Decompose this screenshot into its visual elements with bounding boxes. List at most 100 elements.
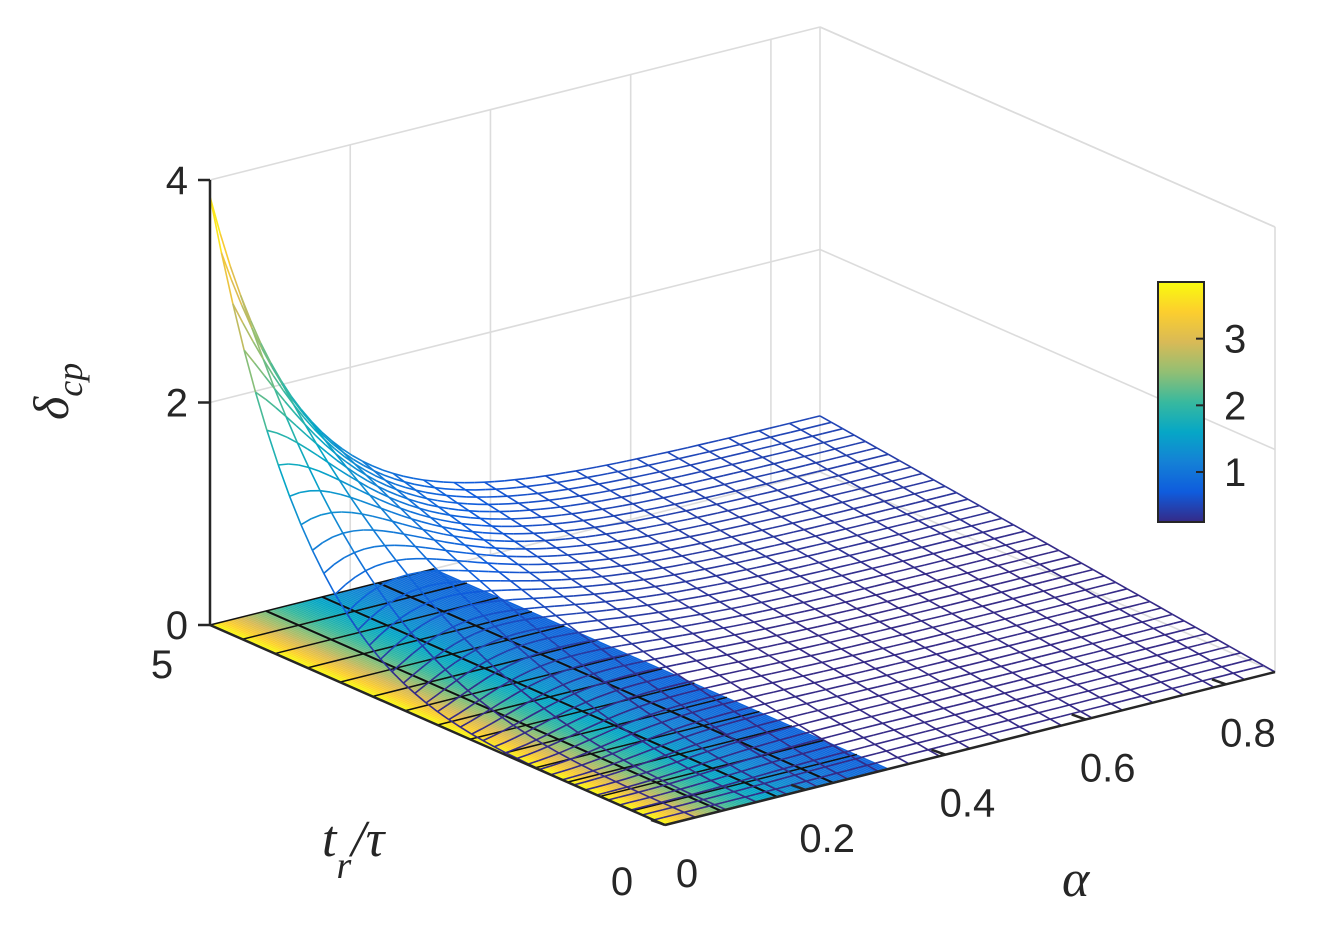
surface-mesh-segment (967, 652, 979, 657)
surface-mesh-segment (871, 567, 884, 576)
surface-mesh-segment (1131, 695, 1142, 700)
surface-mesh-segment (994, 692, 1005, 697)
surface-mesh-segment (876, 600, 888, 605)
surface-mesh-segment (792, 675, 804, 680)
surface-mesh-segment (1020, 577, 1033, 586)
surface-mesh-segment (670, 548, 683, 557)
surface-mesh-segment (963, 545, 976, 554)
surface-mesh-segment (612, 504, 623, 509)
surface-mesh-segment (789, 575, 801, 580)
surface-mesh-segment (986, 555, 997, 560)
surface-mesh-segment (1206, 632, 1219, 641)
surface-mesh-segment (582, 770, 594, 775)
surface-mesh-segment (718, 437, 729, 442)
surface-mesh-segment (1202, 680, 1215, 688)
surface-mesh-segment (559, 496, 570, 500)
surface-mesh-segment (1034, 599, 1045, 604)
surface-mesh-segment (898, 604, 909, 609)
surface-mesh-segment (557, 554, 568, 557)
surface-mesh-segment (963, 699, 975, 705)
surface-mesh-segment (903, 640, 914, 645)
surface-mesh-segment (644, 585, 656, 589)
surface-mesh-segment (689, 533, 701, 538)
surface-mesh-segment (701, 470, 714, 479)
surface-mesh-segment (837, 548, 850, 557)
surface-mesh-segment (832, 427, 843, 432)
surface-mesh-segment (734, 479, 745, 483)
surface-mesh-segment (837, 545, 849, 550)
surface-mesh-segment (580, 750, 591, 757)
surface-mesh-segment (552, 684, 564, 691)
surface-mesh-segment (737, 649, 748, 654)
surface-mesh-segment (464, 544, 476, 548)
surface-mesh-segment (413, 477, 424, 481)
surface-mesh-segment (739, 443, 752, 452)
surface-mesh-segment (633, 509, 645, 514)
surface-mesh-segment (823, 441, 836, 450)
surface-mesh-segment (761, 527, 773, 531)
surface-mesh-segment (852, 652, 863, 657)
surface-mesh-segment (623, 511, 635, 515)
surface-mesh-segment (421, 521, 433, 526)
surface-mesh-segment (514, 732, 526, 739)
surface-mesh-segment (515, 743, 527, 750)
surface-mesh-segment (807, 479, 819, 484)
surface-mesh-segment (1083, 651, 1094, 656)
surface-mesh-segment (761, 529, 774, 538)
surface-mesh-segment (555, 710, 566, 718)
surface-mesh-segment (690, 613, 701, 617)
surface-mesh-segment (890, 699, 901, 704)
surface-mesh-segment (491, 716, 503, 724)
surface-mesh-segment (825, 614, 839, 623)
surface-mesh-segment (662, 806, 673, 811)
surface-mesh-segment (705, 575, 717, 579)
surface-mesh-segment (620, 635, 633, 645)
surface-mesh-segment (967, 498, 980, 507)
surface-mesh-segment (1003, 524, 1014, 529)
surface-mesh-segment (600, 746, 613, 755)
surface-mesh-segment (985, 706, 998, 715)
surface-mesh-segment (728, 437, 741, 446)
surface-mesh-segment (478, 699, 492, 710)
surface-mesh-segment (997, 564, 1010, 573)
surface-mesh-segment (608, 548, 619, 552)
surface-mesh-segment (840, 563, 851, 568)
surface-mesh-segment (438, 506, 451, 516)
surface-mesh-segment (723, 555, 736, 564)
surface-mesh-segment (661, 638, 675, 647)
surface-mesh-segment (933, 550, 944, 555)
surface-mesh-segment (410, 510, 421, 516)
surface-mesh-segment (645, 516, 656, 520)
surface-mesh-segment (386, 577, 398, 583)
surface-mesh-segment (314, 434, 327, 446)
surface-mesh-segment (857, 614, 869, 619)
surface-mesh-segment (562, 586, 573, 589)
surface-mesh-segment (575, 470, 588, 479)
surface-mesh-segment (913, 566, 926, 575)
surface-mesh-segment (633, 578, 644, 582)
surface-mesh-segment (750, 520, 762, 525)
surface-mesh-segment (835, 684, 847, 688)
surface-mesh-segment (583, 593, 595, 596)
surface-mesh-segment (754, 628, 766, 632)
surface-mesh-segment (986, 713, 998, 718)
surface-mesh-segment (773, 460, 785, 465)
surface-mesh-segment (437, 710, 450, 721)
surface-mesh-segment (408, 587, 420, 594)
surface-mesh-segment (736, 568, 747, 573)
surface-mesh-segment (874, 668, 888, 676)
surface-mesh-segment (529, 665, 541, 672)
surface-mesh-segment (746, 496, 759, 505)
surface-mesh-segment (836, 610, 847, 615)
surface-mesh-segment (710, 779, 723, 787)
surface-mesh-segment (915, 655, 927, 660)
surface-mesh-segment (685, 507, 697, 512)
surface-mesh-segment (232, 303, 245, 351)
surface-mesh-segment (882, 722, 895, 731)
surface-mesh-segment (970, 513, 981, 518)
surface-mesh-segment (547, 635, 559, 639)
surface-mesh-segment (601, 646, 612, 650)
surface-mesh-segment (765, 710, 777, 715)
surface-mesh-segment (702, 798, 715, 806)
surface-mesh-segment (509, 580, 523, 591)
